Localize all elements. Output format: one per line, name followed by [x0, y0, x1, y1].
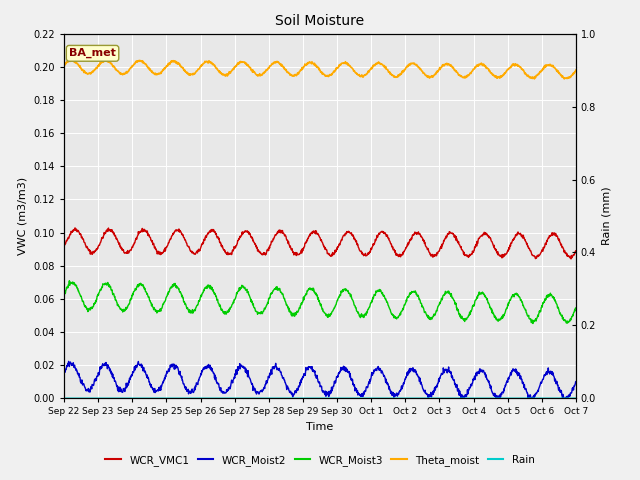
WCR_Moist3: [572, 305, 580, 311]
Rain: [231, 396, 239, 401]
WCR_VMC1: [60, 243, 68, 249]
Rain: [466, 396, 474, 401]
WCR_Moist2: [174, 367, 182, 372]
WCR_VMC1: [232, 245, 239, 251]
Theta_moist: [174, 60, 182, 66]
WCR_VMC1: [174, 227, 182, 233]
WCR_Moist3: [511, 291, 519, 297]
WCR_Moist3: [60, 293, 68, 299]
Line: WCR_Moist2: WCR_Moist2: [64, 361, 576, 398]
WCR_VMC1: [511, 232, 519, 238]
Line: Theta_moist: Theta_moist: [64, 59, 576, 79]
WCR_VMC1: [71, 225, 79, 231]
WCR_Moist2: [65, 359, 72, 364]
WCR_Moist2: [457, 396, 465, 401]
WCR_Moist2: [399, 380, 407, 386]
Rain: [572, 396, 580, 401]
WCR_Moist3: [467, 311, 474, 317]
Line: WCR_Moist3: WCR_Moist3: [64, 281, 576, 324]
Theta_moist: [68, 56, 76, 62]
WCR_Moist2: [232, 372, 239, 378]
Theta_moist: [162, 64, 170, 70]
Title: Soil Moisture: Soil Moisture: [275, 14, 365, 28]
Rain: [399, 396, 407, 401]
Theta_moist: [60, 62, 68, 68]
WCR_Moist3: [529, 321, 537, 326]
Rain: [511, 396, 519, 401]
WCR_Moist2: [467, 382, 474, 388]
X-axis label: Time: Time: [307, 422, 333, 432]
WCR_Moist2: [512, 370, 520, 375]
WCR_Moist3: [65, 278, 73, 284]
WCR_VMC1: [399, 250, 407, 256]
Theta_moist: [572, 67, 580, 73]
Rain: [60, 396, 68, 401]
WCR_Moist2: [60, 369, 68, 375]
WCR_VMC1: [572, 248, 580, 254]
Line: WCR_VMC1: WCR_VMC1: [64, 228, 576, 259]
WCR_VMC1: [162, 246, 170, 252]
Legend: WCR_VMC1, WCR_Moist2, WCR_Moist3, Theta_moist, Rain: WCR_VMC1, WCR_Moist2, WCR_Moist3, Theta_…: [101, 451, 539, 470]
WCR_Moist3: [399, 306, 407, 312]
WCR_Moist3: [162, 296, 170, 301]
WCR_VMC1: [467, 252, 474, 258]
Theta_moist: [531, 76, 538, 82]
Rain: [174, 396, 182, 401]
Y-axis label: VWC (m3/m3): VWC (m3/m3): [18, 177, 28, 255]
WCR_Moist3: [232, 295, 239, 301]
Theta_moist: [467, 70, 474, 76]
Theta_moist: [399, 68, 407, 74]
Theta_moist: [511, 61, 519, 67]
WCR_Moist3: [174, 285, 182, 291]
WCR_VMC1: [567, 256, 575, 262]
WCR_Moist2: [162, 374, 170, 380]
Y-axis label: Rain (mm): Rain (mm): [602, 187, 612, 245]
WCR_Moist2: [572, 379, 580, 384]
Rain: [161, 396, 169, 401]
Text: BA_met: BA_met: [69, 48, 116, 59]
Theta_moist: [232, 64, 239, 70]
